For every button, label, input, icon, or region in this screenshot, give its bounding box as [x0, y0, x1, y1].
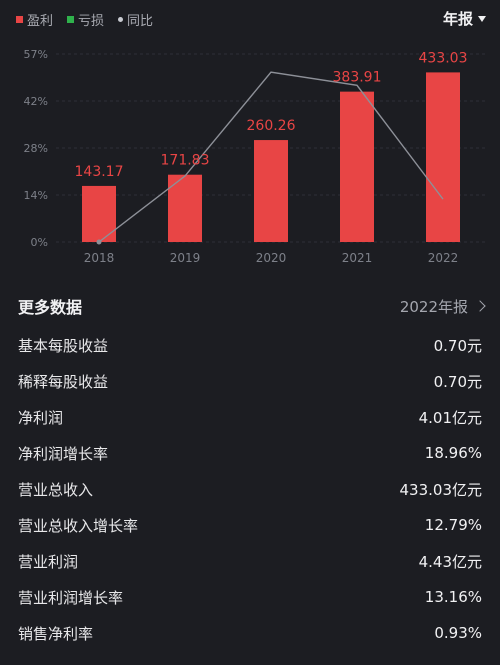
metric-row: 基本每股收益 0.70元: [0, 327, 500, 363]
metric-value: 433.03亿元: [399, 480, 483, 499]
loss-swatch-icon: [67, 15, 75, 23]
bar: [254, 140, 288, 242]
period-selector-label: 年报: [442, 10, 473, 28]
metric-row: 营业利润 4.43亿元: [0, 543, 500, 579]
bar-chart: 0% 14% 28% 42% 57% 143.17 171.83 260.26 383.91 43…: [24, 48, 486, 265]
y-tick-label: 28%: [24, 142, 48, 155]
x-tick-label: 2020: [256, 251, 287, 265]
bar: [340, 91, 374, 242]
metric-value: 0.93%: [434, 624, 482, 642]
yoy-point: [96, 239, 102, 245]
legend-loss-label: 亏损: [78, 13, 105, 29]
legend-loss[interactable]: 亏损: [67, 10, 104, 29]
bar-value-label: 171.83: [161, 153, 210, 169]
bar: [426, 72, 460, 243]
metric-value: 12.79%: [424, 516, 482, 534]
bar: [168, 174, 202, 242]
bar-value-label: 143.17: [75, 164, 124, 180]
metric-label: 净利润: [18, 408, 64, 427]
x-tick-label: 2021: [342, 251, 373, 265]
chart-legend: 盈利 亏损 同比: [16, 10, 167, 29]
x-tick-label: 2019: [170, 251, 201, 265]
metric-row: 营业利润增长率 13.16%: [0, 579, 500, 615]
x-tick-label: 2018: [84, 251, 115, 265]
legend-profit[interactable]: 盈利: [16, 10, 53, 29]
bar-value-label: 260.26: [247, 118, 296, 134]
metric-label: 销售净利率: [18, 624, 94, 643]
report-period-label: 2022年报: [399, 297, 468, 316]
metric-row: 净利润 4.01亿元: [0, 399, 500, 435]
metric-value: 18.96%: [424, 444, 482, 462]
more-data-title: 更多数据: [18, 298, 83, 317]
metrics-list: 基本每股收益 0.70元 稀释每股收益 0.70元 净利润 4.01亿元 净利润增长率…: [0, 327, 500, 651]
metric-label: 营业总收入: [18, 480, 94, 499]
metric-row: 营业总收入 433.03亿元: [0, 471, 500, 507]
metric-value: 0.70元: [433, 336, 482, 355]
metric-label: 稀释每股收益: [18, 372, 109, 391]
yoy-line: [98, 71, 444, 243]
period-selector[interactable]: 年报: [443, 8, 486, 29]
metric-label: 营业利润增长率: [18, 588, 124, 607]
metric-label: 营业总收入增长率: [18, 516, 139, 535]
metric-value: 4.43亿元: [418, 552, 482, 571]
yoy-dot-icon: [118, 16, 124, 22]
y-tick-label: 0%: [31, 236, 48, 249]
report-period-link[interactable]: 2022年报: [399, 296, 486, 317]
metric-row: 稀释每股收益 0.70元: [0, 363, 500, 399]
more-data-header: 更多数据 2022年报: [0, 290, 500, 322]
legend-yoy-label: 同比: [127, 13, 154, 29]
metric-value: 4.01亿元: [418, 408, 482, 427]
y-tick-label: 14%: [24, 189, 48, 202]
legend-yoy[interactable]: 同比: [118, 10, 153, 29]
metric-label: 净利润增长率: [18, 444, 109, 463]
chevron-right-icon: [474, 300, 486, 312]
bar-value-label: 383.91: [333, 70, 382, 86]
y-tick-label: 42%: [24, 95, 48, 108]
metric-label: 基本每股收益: [18, 336, 109, 355]
metric-value: 13.16%: [424, 588, 482, 606]
y-tick-label: 57%: [24, 48, 48, 61]
metric-row: 营业总收入增长率 12.79%: [0, 507, 500, 543]
legend-profit-label: 盈利: [27, 13, 54, 29]
caret-down-icon: [478, 15, 486, 22]
metric-value: 0.70元: [433, 372, 482, 391]
metric-label: 营业利润: [18, 552, 79, 571]
metric-row: 净利润增长率 18.96%: [0, 435, 500, 471]
x-tick-label: 2022: [428, 251, 459, 265]
metric-row: 销售净利率 0.93%: [0, 615, 500, 651]
profit-swatch-icon: [16, 15, 23, 23]
bar-value-label: 433.03: [419, 50, 468, 66]
